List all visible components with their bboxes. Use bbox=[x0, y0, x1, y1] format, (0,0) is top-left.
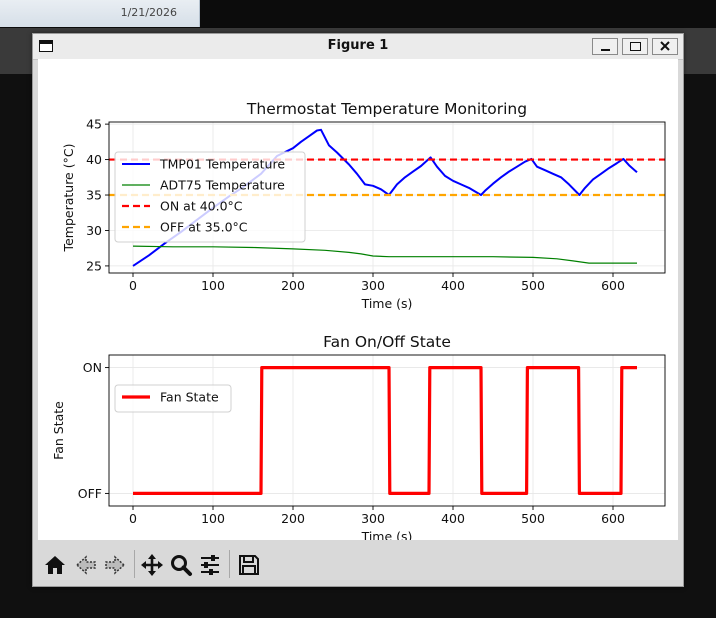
x-tick-label: 0 bbox=[129, 278, 137, 293]
configure-subplots-button[interactable] bbox=[197, 552, 223, 578]
axes-title: Fan On/Off State bbox=[323, 333, 451, 351]
legend-label: TMP01 Temperature bbox=[159, 157, 285, 172]
x-tick-label: 300 bbox=[361, 511, 385, 526]
figure-window: Figure 1 0 100 200 300 400 500 600 25 30 35 40 45 Th… bbox=[32, 33, 684, 587]
x-tick-label: 100 bbox=[201, 511, 225, 526]
x-tick-label: 300 bbox=[361, 278, 385, 293]
taskbar-date-tile[interactable]: 1/21/2026 bbox=[0, 0, 200, 27]
y-tick-label: OFF bbox=[78, 486, 102, 501]
window-app-icon bbox=[39, 40, 53, 52]
y-axis-label: Fan State bbox=[51, 401, 66, 460]
y-tick-label: 35 bbox=[86, 188, 102, 203]
forward-arrow-icon bbox=[105, 555, 126, 575]
title-bar[interactable]: Figure 1 bbox=[33, 34, 683, 60]
fan-state-axes: 0 100 200 300 400 500 600 OFF ON Fan On/Off State… bbox=[51, 333, 666, 544]
navigation-toolbar bbox=[33, 540, 683, 586]
y-tick-label: 40 bbox=[86, 152, 102, 167]
x-tick-label: 100 bbox=[201, 278, 225, 293]
x-tick-label: 400 bbox=[441, 511, 465, 526]
toolbar-separator bbox=[134, 550, 135, 578]
legend-label: ON at 40.0°C bbox=[160, 199, 243, 214]
x-axis-label: Time (s) bbox=[361, 529, 413, 540]
minimize-button[interactable] bbox=[592, 38, 618, 55]
series-line-fan-state bbox=[133, 366, 637, 495]
zoom-button[interactable] bbox=[168, 552, 194, 578]
minimize-icon bbox=[601, 49, 610, 51]
back-button[interactable] bbox=[73, 552, 99, 578]
y-tick-label: ON bbox=[83, 360, 102, 375]
x-tick-label: 500 bbox=[521, 511, 545, 526]
forward-button[interactable] bbox=[102, 552, 128, 578]
window-title: Figure 1 bbox=[327, 38, 389, 53]
axes-frame bbox=[108, 354, 666, 507]
pan-button[interactable] bbox=[139, 552, 165, 578]
x-tick-label: 500 bbox=[521, 278, 545, 293]
y-tick-label: 30 bbox=[86, 223, 102, 238]
x-tick-label: 0 bbox=[129, 511, 137, 526]
home-button[interactable] bbox=[42, 552, 68, 578]
toolbar-separator bbox=[229, 550, 230, 578]
x-tick-label: 600 bbox=[601, 511, 625, 526]
series-line-adt75-temperature bbox=[132, 245, 637, 264]
y-tick-label: 25 bbox=[86, 258, 102, 273]
zoom-icon bbox=[171, 555, 192, 576]
figure-svg: 0 100 200 300 400 500 600 25 30 35 40 45 Thermostat … bbox=[51, 100, 666, 544]
figure-canvas[interactable]: 0 100 200 300 400 500 600 25 30 35 40 45 Thermostat … bbox=[38, 59, 678, 544]
taskbar-date: 1/21/2026 bbox=[120, 6, 177, 19]
y-axis-label: Temperature (°C) bbox=[61, 144, 76, 253]
x-tick-label: 200 bbox=[281, 511, 305, 526]
x-axis-label: Time (s) bbox=[361, 296, 413, 311]
save-button[interactable] bbox=[236, 552, 262, 578]
x-tick-label: 400 bbox=[441, 278, 465, 293]
x-tick-label: 600 bbox=[601, 278, 625, 293]
home-icon bbox=[45, 556, 65, 574]
axes-title: Thermostat Temperature Monitoring bbox=[246, 100, 527, 118]
y-tick-label: 45 bbox=[86, 117, 102, 132]
save-icon bbox=[239, 555, 259, 575]
temperature-axes: 0 100 200 300 400 500 600 25 30 35 40 45 Thermostat … bbox=[61, 100, 666, 311]
legend-box bbox=[114, 151, 306, 243]
close-icon bbox=[660, 41, 670, 51]
legend-label: Fan State bbox=[160, 390, 219, 405]
close-button[interactable] bbox=[652, 38, 678, 55]
legend-label: OFF at 35.0°C bbox=[160, 220, 248, 235]
legend-box bbox=[114, 384, 232, 413]
maximize-icon bbox=[630, 42, 641, 51]
sliders-icon bbox=[201, 555, 219, 575]
legend-label: ADT75 Temperature bbox=[160, 178, 285, 193]
maximize-button[interactable] bbox=[622, 38, 648, 55]
back-arrow-icon bbox=[75, 555, 96, 575]
x-tick-label: 200 bbox=[281, 278, 305, 293]
axes-frame bbox=[108, 121, 666, 274]
move-icon bbox=[141, 554, 163, 576]
